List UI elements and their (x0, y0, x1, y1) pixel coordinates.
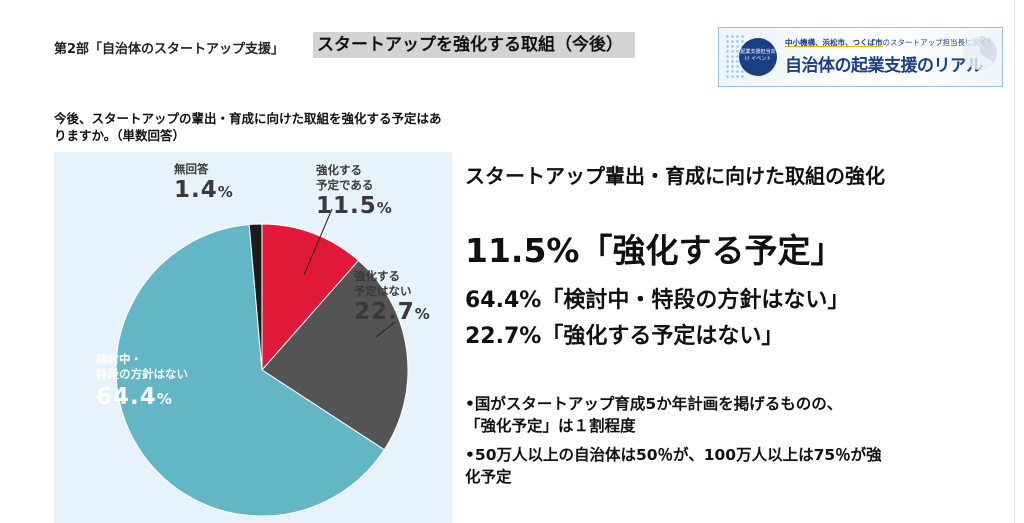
pie-label-plan: 強化する 予定である 11.5% (316, 163, 393, 222)
pie-value-noplan-number: 22.7 (354, 299, 415, 325)
banner-pie-icon (963, 36, 997, 70)
bullet-text: 化予定 (465, 468, 512, 486)
pie-label-considering-line1: 検討中・ (96, 352, 142, 366)
bullet-item: •国がスタートアップ育成5か年計画を掲げるものの、 「強化予定」は１割程度 (465, 393, 1005, 437)
section-header: 第2部「自治体のスタートアップ支援」 (54, 42, 285, 57)
leader-line-plan (303, 208, 333, 276)
pie-slice-plan (261, 223, 360, 372)
pie-chart (115, 208, 409, 517)
banner-subtitle-rest: のスタートアップ担当長に聞く! (882, 38, 991, 47)
bullet-text: •50万人以上の自治体は50％が、100万人以上は75％が強 (465, 446, 882, 464)
bullet-text: 「強化予定」は１割程度 (465, 417, 636, 435)
result-noplan: 22.7%「強化する予定はない」 (465, 324, 784, 349)
event-banner[interactable]: 起業支援担当向け イベント 中小機構、浜松市、つくば市のスタートアップ担当長に聞… (718, 27, 1003, 87)
banner-badge: 起業支援担当向け イベント (739, 38, 777, 76)
pie-value-noanswer: 1.4% (174, 177, 234, 206)
slide-title: スタートアップを強化する取組（今後） (313, 32, 635, 58)
pie-label-noanswer: 無回答 1.4% (174, 162, 234, 206)
pie-label-plan-line2: 予定である (316, 178, 374, 192)
pie-value-plan-unit: % (376, 199, 393, 217)
pie-label-plan-line1: 強化する (316, 163, 362, 177)
summary-heading: スタートアップ輩出・育成に向けた取組の強化 (465, 164, 885, 188)
pie-value-considering-unit: % (156, 390, 173, 408)
banner-subtitle: 中小機構、浜松市、つくば市のスタートアップ担当長に聞く! (785, 37, 991, 48)
banner-subtitle-highlight: 中小機構、浜松市、つくば市 (785, 38, 883, 47)
survey-question: 今後、スタートアップの輩出・育成に向けた取組を強化する予定はありますか。（単数回… (54, 111, 442, 143)
banner-dot-pattern (725, 34, 745, 80)
pie-label-noplan-line2: 予定はない (354, 284, 412, 298)
pie-value-noanswer-unit: % (217, 183, 234, 201)
pie-slice-considering (115, 224, 385, 517)
pie-label-considering-line2: 特段の方針はない (96, 367, 188, 381)
pie-label-noplan: 強化する 予定はない 22.7% (354, 269, 431, 328)
pie-label-noplan-line1: 強化する (354, 269, 400, 283)
pie-chart-panel: 強化する 予定である 11.5% 強化する 予定はない 22.7% 検討中・ 特… (54, 152, 452, 523)
result-plan: 11.5%「強化する予定」 (465, 231, 844, 270)
bullet-list: •国がスタートアップ育成5か年計画を掲げるものの、 「強化予定」は１割程度 •5… (465, 393, 1005, 495)
pie-value-noplan-unit: % (414, 305, 431, 323)
slide-edge-line (1014, 0, 1015, 523)
pie-label-considering: 検討中・ 特段の方針はない 64.4% (96, 352, 188, 413)
pie-label-noanswer-line1: 無回答 (174, 162, 209, 176)
pie-value-plan: 11.5% (316, 193, 393, 222)
pie-value-considering-number: 64.4 (96, 384, 157, 410)
bullet-item: •50万人以上の自治体は50％が、100万人以上は75％が強 化予定 (465, 444, 1005, 488)
pie-value-noplan: 22.7% (354, 299, 431, 328)
banner-title: 自治体の起業支援のリアル (785, 56, 983, 76)
pie-value-plan-number: 11.5 (316, 193, 377, 219)
leader-line-noplan (375, 321, 396, 338)
bullet-text: •国がスタートアップ育成5か年計画を掲げるものの、 (465, 395, 843, 413)
pie-value-considering: 64.4% (96, 384, 188, 413)
result-considering: 64.4%「検討中・特段の方針はない」 (465, 288, 850, 313)
pie-value-noanswer-number: 1.4 (174, 177, 218, 203)
pie-slice-noplan (261, 259, 409, 451)
pie-slice-noanswer (248, 223, 263, 371)
